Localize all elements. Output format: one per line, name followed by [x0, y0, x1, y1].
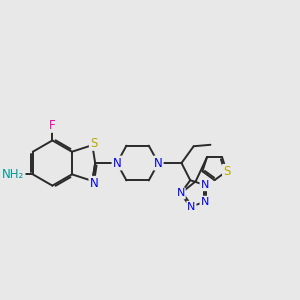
Text: N: N: [154, 157, 163, 169]
Text: S: S: [223, 165, 230, 178]
Text: NH₂: NH₂: [2, 168, 25, 181]
Text: N: N: [89, 177, 98, 190]
Text: N: N: [200, 196, 209, 207]
Text: N: N: [200, 180, 209, 190]
Text: F: F: [49, 119, 56, 132]
Text: N: N: [176, 188, 185, 199]
Text: N: N: [187, 202, 196, 212]
Text: S: S: [90, 137, 97, 150]
Text: N: N: [112, 157, 121, 169]
